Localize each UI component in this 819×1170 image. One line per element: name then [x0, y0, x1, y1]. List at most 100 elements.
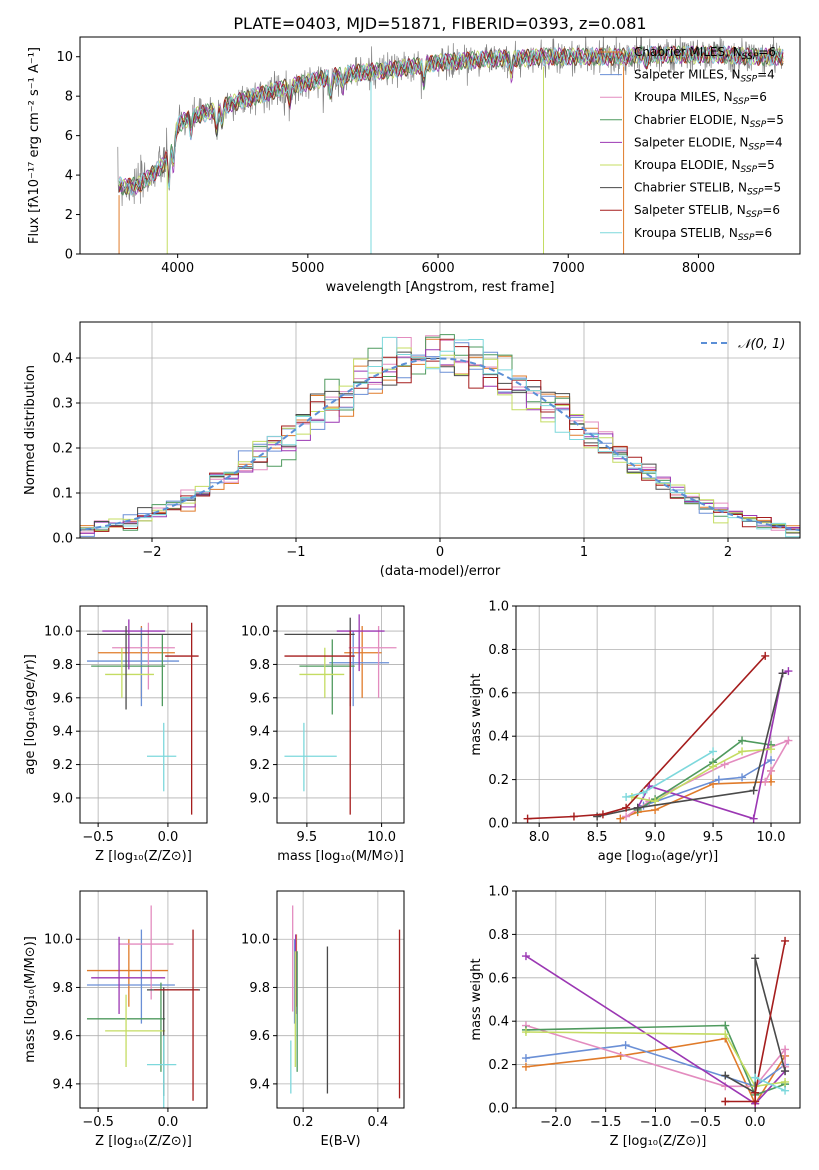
weight-vs-Z-ytick-label-4: 0.8	[488, 928, 509, 943]
age-vs-Z-ytick-label-4: 9.8	[52, 658, 73, 673]
weight-vs-age-ytick-label-3: 0.6	[488, 686, 509, 701]
age-vs-mass-ytick-label-3: 9.6	[249, 691, 270, 706]
weight-vs-age-series-2	[625, 738, 791, 818]
weight-vs-age-ylabel: mass weight	[469, 673, 484, 755]
weight-vs-age-marker-4-2	[749, 814, 758, 823]
weight-vs-Z-marker-7-3	[781, 936, 790, 945]
mass-vs-Z-frame	[79, 890, 208, 1109]
weight-vs-age-ytick-label-2: 0.4	[488, 730, 509, 745]
weight-vs-age-marker-7-4	[761, 651, 770, 660]
weight-vs-Z-marker-6-3	[781, 1067, 790, 1076]
weight-vs-age-marker-2-4	[767, 766, 776, 775]
residuals-xtick-label-4: 2	[724, 545, 732, 560]
weight-vs-age-xlabel: age [log₁₀(age/yr)]	[598, 849, 719, 864]
mass-vs-Z-xtick-label-1: 0.0	[158, 1115, 179, 1130]
weight-vs-Z-marker-1-0	[521, 1054, 530, 1063]
age-vs-mass-xtick-label-0: 9.5	[297, 830, 318, 845]
weight-vs-age-marker-7-3	[622, 803, 631, 812]
weight-vs-Z-series-6	[724, 958, 786, 1095]
weight-vs-age-marker-5-2	[709, 762, 718, 771]
weight-vs-age-marker-2-3	[784, 736, 793, 745]
weight-vs-age-xtick-label-0: 8.0	[529, 830, 550, 845]
normal-legend-label: 𝒩(0, 1)	[738, 337, 785, 352]
weight-vs-Z-ytick-label-3: 0.6	[488, 971, 509, 986]
mass-vs-ebv-frame	[276, 890, 405, 1109]
weight-vs-age-marker-8-1	[639, 788, 648, 797]
spectrum-ytick-label-2: 4	[65, 169, 73, 184]
weight-vs-Z-frame	[515, 890, 801, 1109]
legend-entry-5: Kroupa ELODIE, NSSP=5	[634, 158, 775, 175]
mass-vs-Z-ytick-label-3: 10.0	[44, 933, 73, 948]
mass-vs-Z-ytick-label-1: 9.6	[52, 1029, 73, 1044]
weight-vs-Z-series-1	[525, 1044, 786, 1088]
weight-vs-Z-marker-5-0	[521, 1028, 530, 1037]
model-spectrum-6	[118, 45, 784, 196]
age-vs-mass-plot-area	[284, 614, 397, 815]
spectrum-xtick-label-2: 6000	[422, 261, 455, 276]
residuals-ytick-label-4: 0.4	[52, 352, 73, 367]
weight-vs-age-marker-0-0	[616, 814, 625, 823]
mass-vs-ebv-panel: 0.2 0.4 9.4 9.6 9.8 10.0 E(B-V)	[241, 890, 405, 1149]
weight-vs-Z-marker-2-3	[781, 1045, 790, 1054]
spectrum-xtick-label-1: 5000	[291, 261, 324, 276]
weight-vs-Z-ytick-label-1: 0.2	[488, 1058, 509, 1073]
weight-vs-age-ytick-label-0: 0.0	[488, 817, 509, 832]
weight-vs-Z-marker-0-0	[521, 1062, 530, 1071]
weight-vs-age-marker-5-3	[738, 747, 747, 756]
weight-vs-age-marker-5-4	[767, 745, 776, 754]
mass-vs-ebv-plot-area	[290, 905, 401, 1099]
spectrum-xtick-label-3: 7000	[552, 261, 585, 276]
residuals-ytick-label-1: 0.1	[52, 487, 73, 502]
weight-vs-age-xtick-label-2: 9.0	[645, 830, 666, 845]
spectrum-xtick-label-4: 8000	[682, 261, 715, 276]
weight-vs-age-marker-5-1	[651, 797, 660, 806]
mass-vs-Z-xlabel: Z [log₁₀(Z/Z⊙)]	[95, 1134, 192, 1149]
mass-vs-Z-panel: −0.5 0.0 9.4 9.6 9.8 10.0 Z [log₁₀(Z/Z⊙)] mass …	[23, 890, 208, 1149]
residuals-ylabel: Normed distribution	[23, 365, 38, 495]
weight-vs-age-ytick-label-5: 1.0	[488, 600, 509, 615]
weight-vs-age-marker-3-3	[738, 736, 747, 745]
weight-vs-Z-marker-7-2	[751, 1088, 760, 1097]
age-vs-mass-xtick-label-1: 10.0	[367, 830, 396, 845]
weight-vs-Z-marker-4-0	[521, 952, 530, 961]
weight-vs-age-marker-6-2	[749, 786, 758, 795]
mass-vs-Z-plot-area	[86, 905, 201, 1108]
mass-vs-Z-ylabel: mass [log₁₀(M/M⊙)]	[23, 936, 38, 1063]
age-vs-Z-frame	[79, 605, 208, 824]
legend-entry-4: Salpeter ELODIE, NSSP=4	[634, 135, 783, 152]
residuals-ytick-label-0: 0.0	[52, 532, 73, 547]
residuals-xlabel: (data-model)/error	[380, 564, 501, 579]
residuals-xtick-label-2: 0	[436, 545, 444, 560]
weight-vs-age-marker-7-0	[523, 814, 532, 823]
age-vs-Z-xlabel: Z [log₁₀(Z/Z⊙)]	[95, 849, 192, 864]
weight-vs-Z-marker-8-1	[781, 1086, 790, 1095]
weight-vs-age-marker-8-2	[709, 747, 718, 756]
weight-vs-age-series-6	[596, 673, 784, 818]
weight-vs-Z-marker-5-3	[781, 1077, 790, 1086]
residuals-plot-area	[80, 334, 800, 538]
spectrum-ylabel: Flux [fλ10⁻¹⁷ erg cm⁻² s⁻¹ A⁻¹]	[27, 47, 42, 244]
spectrum-frame	[79, 36, 801, 255]
weight-vs-age-frame	[515, 605, 801, 824]
weight-vs-Z-marker-5-1	[721, 1030, 730, 1039]
spectrum-ytick-label-0: 0	[65, 248, 73, 263]
weight-vs-age-marker-8-0	[622, 792, 631, 801]
weight-vs-age-marker-2-5	[761, 777, 770, 786]
weight-vs-age-ytick-label-4: 0.8	[488, 643, 509, 658]
mass-vs-ebv-ytick-label-0: 9.4	[249, 1077, 270, 1092]
age-vs-Z-ytick-label-1: 9.2	[52, 758, 73, 773]
weight-vs-Z-xtick-label-3: −0.5	[690, 1115, 722, 1130]
weight-vs-age-marker-1-1	[714, 775, 723, 784]
weight-vs-age-marker-0-2	[651, 805, 660, 814]
weight-vs-Z-marker-6-2	[751, 954, 760, 963]
age-vs-Z-ytick-label-3: 9.6	[52, 691, 73, 706]
mass-vs-Z-xtick-label-0: −0.5	[82, 1115, 114, 1130]
weight-vs-Z-marker-8-0	[751, 1073, 760, 1082]
age-vs-Z-panel: −0.5 0.0 9.0 9.2 9.4 9.6 9.8 10.0 Z [log₁₀(Z/Z⊙)…	[23, 605, 208, 864]
residuals-ytick-label-2: 0.2	[52, 442, 73, 457]
weight-vs-age-xtick-label-4: 10.0	[757, 830, 786, 845]
spectrum-ytick-label-4: 8	[65, 90, 73, 105]
spectrum-panel: 4000 5000 6000 7000 8000 0 2 4 6 8 10 wavelength [A…	[27, 14, 801, 295]
residuals-xtick-label-3: 1	[580, 545, 588, 560]
